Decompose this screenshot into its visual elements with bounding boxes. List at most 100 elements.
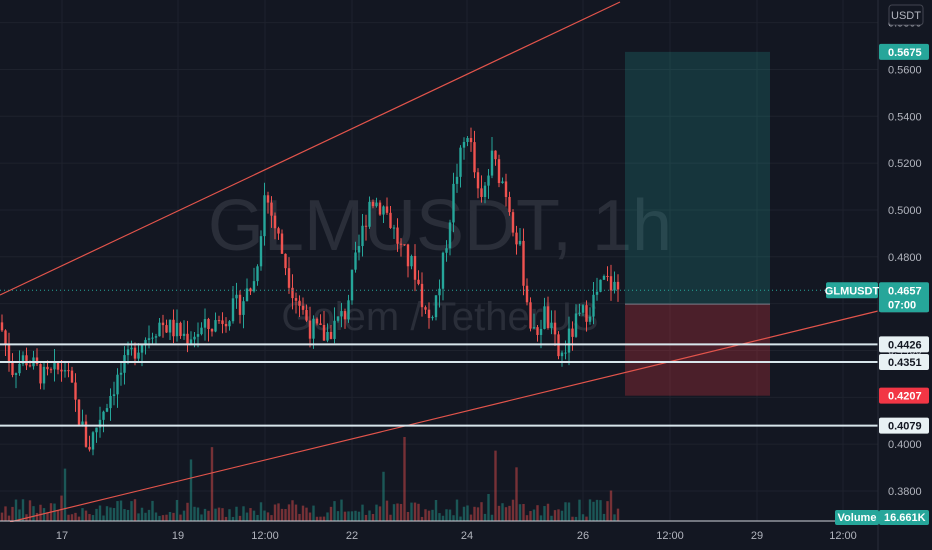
candle-body [511, 212, 515, 233]
candle-body [130, 347, 133, 350]
candle-body [7, 343, 11, 363]
volume-bar [175, 499, 179, 521]
price-tick-label: 0.3800 [888, 486, 922, 498]
volume-bar [396, 503, 399, 521]
price-axis[interactable] [878, 0, 932, 550]
candle-body [25, 355, 28, 366]
candle-body [564, 352, 567, 354]
candle-body [613, 281, 616, 291]
candle-body [543, 306, 546, 329]
candle-body [273, 215, 277, 229]
candle-body [179, 322, 182, 336]
candle-body [74, 382, 77, 400]
long-position-profit-zone[interactable] [625, 51, 770, 305]
last-price-tag-bg [879, 282, 929, 313]
candle-body [578, 312, 581, 314]
volume-bar [235, 506, 238, 521]
candle-body [434, 295, 438, 318]
candle-body [63, 370, 67, 372]
symbol-tag: GLMUSDT [825, 285, 880, 297]
candle-body [35, 357, 39, 365]
currency-button[interactable] [888, 4, 924, 26]
volume-bar [102, 515, 105, 521]
candle-body [238, 294, 242, 315]
candle-body [242, 301, 245, 315]
volume-bar [417, 503, 420, 521]
candle-body [98, 419, 102, 428]
long-position-loss-zone[interactable] [625, 304, 770, 396]
volume-bar [231, 516, 235, 521]
volume-bar [375, 504, 378, 521]
volume-bar [427, 510, 431, 521]
candle-body [301, 305, 305, 310]
volume-bar [431, 509, 434, 521]
time-axis-labels: 17 19 12:00 22 24 26 12:00 29 12:00 [56, 530, 857, 542]
candle-body [438, 288, 441, 296]
candle-body [343, 311, 347, 320]
candle-body [21, 355, 25, 364]
candle-body [46, 366, 49, 370]
candle-body [189, 339, 193, 344]
volume-bar [357, 511, 361, 521]
candle-body [186, 333, 189, 344]
level-price-tag: 0.4079 [888, 421, 922, 433]
volume-bar [487, 493, 490, 521]
lower-trendline[interactable] [9, 310, 879, 523]
candle-body [210, 328, 214, 332]
candle-body [406, 244, 410, 267]
volume-bar [501, 503, 504, 521]
volume-bar [599, 500, 602, 521]
volume-value: 16.661K [884, 512, 926, 524]
candle-body [508, 196, 511, 213]
time-axis[interactable] [0, 522, 932, 550]
volume-bar [63, 468, 67, 521]
candle-body [476, 172, 480, 189]
candle-body [14, 373, 18, 375]
candle-body [441, 252, 445, 289]
volume-bar [224, 516, 228, 521]
candle-body [165, 325, 168, 333]
candle-body [431, 317, 434, 319]
candle-body [291, 287, 294, 299]
candle-body [361, 225, 364, 247]
level-price-tag: 0.4426 [888, 339, 922, 351]
candle-body [39, 364, 42, 384]
candle-body [354, 252, 357, 270]
horizontal-levels[interactable] [0, 343, 878, 427]
volume-bar [70, 514, 74, 521]
volume-bar [105, 506, 109, 521]
candle-body [123, 355, 126, 373]
volume-bar [350, 511, 354, 521]
volume-bar [249, 508, 252, 521]
level-price-tag-bg [879, 353, 929, 370]
volume-bar [228, 509, 231, 521]
candle-body [420, 283, 424, 308]
volume-bar [277, 503, 280, 521]
candle-body [455, 176, 459, 184]
volume-bar [592, 501, 595, 521]
volume-bar [42, 508, 46, 521]
candle-body [525, 285, 529, 303]
volume-bar [595, 499, 599, 521]
candle-body [522, 240, 525, 286]
upper-trendline[interactable] [0, 1, 621, 296]
stop-price-tag: 0.4207 [888, 391, 922, 403]
volume-bar [245, 512, 249, 521]
volume-bar [84, 510, 88, 521]
volume-bar [14, 499, 18, 521]
price-tick-label: 0.5200 [888, 158, 922, 170]
volume-bar [11, 506, 14, 521]
volume-bar [137, 513, 140, 521]
candle-body [585, 305, 588, 322]
volume-bar [343, 511, 347, 521]
time-tick-label: 12:00 [251, 530, 279, 542]
volume-bar [123, 509, 126, 521]
volume-bar [35, 512, 39, 521]
candle-body [459, 147, 462, 177]
candle-body [350, 269, 354, 301]
candle-body [466, 138, 469, 142]
volume-bar [448, 509, 452, 521]
candle-body [448, 222, 452, 249]
candle-body [571, 328, 574, 337]
